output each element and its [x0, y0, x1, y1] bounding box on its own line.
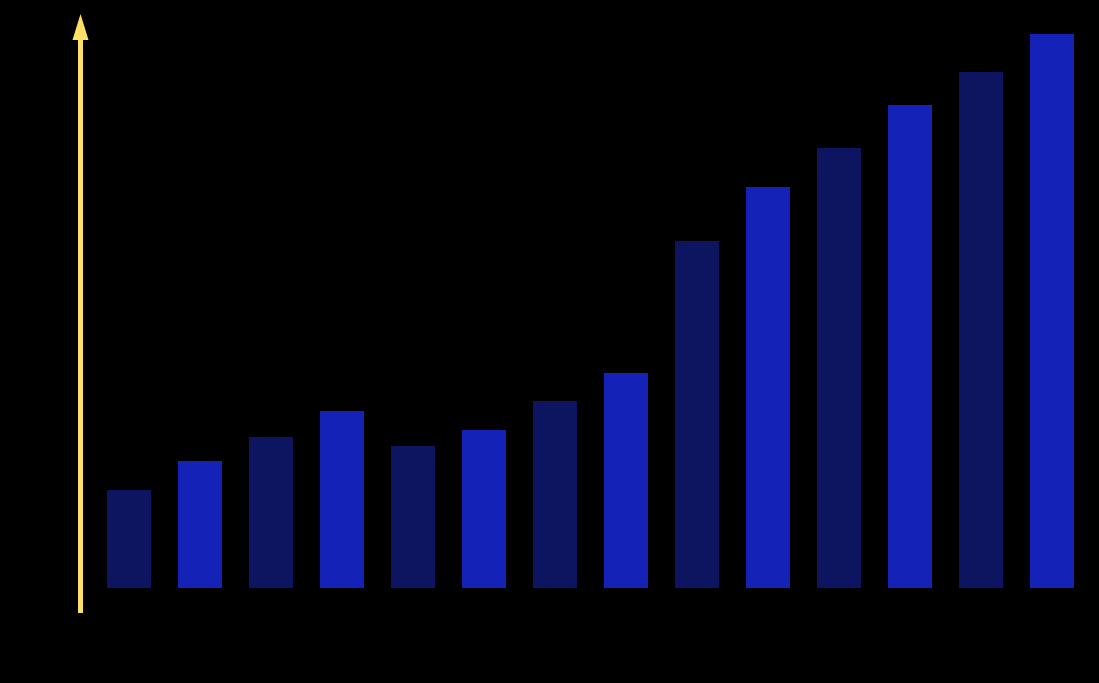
- bar: [249, 437, 293, 588]
- bar: [675, 241, 719, 588]
- bar: [1030, 34, 1074, 588]
- bar: [817, 148, 861, 588]
- bar: [533, 401, 577, 588]
- bar: [604, 373, 648, 588]
- bar: [746, 187, 790, 588]
- bar: [107, 490, 151, 588]
- bar: [888, 105, 932, 588]
- bar: [178, 461, 222, 588]
- bar: [320, 411, 364, 588]
- bar: [391, 446, 435, 588]
- bar: [959, 72, 1003, 588]
- bar: [462, 430, 506, 588]
